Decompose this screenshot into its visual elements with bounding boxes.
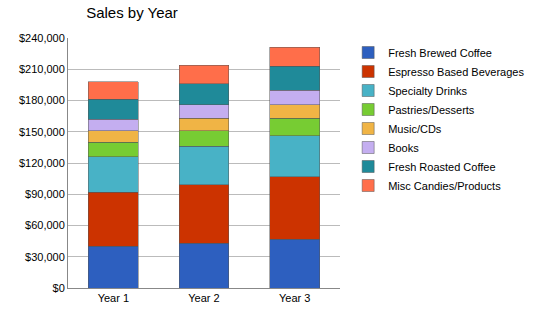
svg-text:$150,000: $150,000 <box>19 126 65 138</box>
svg-text:Year 1: Year 1 <box>98 292 129 304</box>
svg-text:$120,000: $120,000 <box>19 157 65 169</box>
svg-text:Year 3: Year 3 <box>279 292 310 304</box>
svg-text:Fresh Brewed Coffee: Fresh Brewed Coffee <box>388 47 492 59</box>
svg-text:Misc Candies/Products: Misc Candies/Products <box>388 180 501 192</box>
svg-text:$210,000: $210,000 <box>19 63 65 75</box>
svg-text:Fresh Roasted Coffee: Fresh Roasted Coffee <box>388 161 495 173</box>
svg-text:Specialty Drinks: Specialty Drinks <box>388 85 467 97</box>
svg-text:$180,000: $180,000 <box>19 94 65 106</box>
svg-text:Pastries/Desserts: Pastries/Desserts <box>388 104 475 116</box>
svg-text:$240,000: $240,000 <box>19 32 65 44</box>
svg-text:Music/CDs: Music/CDs <box>388 123 442 135</box>
svg-text:Year 2: Year 2 <box>188 292 219 304</box>
svg-text:Books: Books <box>388 142 419 154</box>
svg-text:$0: $0 <box>53 282 65 294</box>
svg-text:$60,000: $60,000 <box>25 219 65 231</box>
svg-text:$90,000: $90,000 <box>25 188 65 200</box>
svg-text:Sales by Year: Sales by Year <box>86 4 178 21</box>
svg-text:$30,000: $30,000 <box>25 251 65 263</box>
svg-text:Espresso Based Beverages: Espresso Based Beverages <box>388 66 524 78</box>
